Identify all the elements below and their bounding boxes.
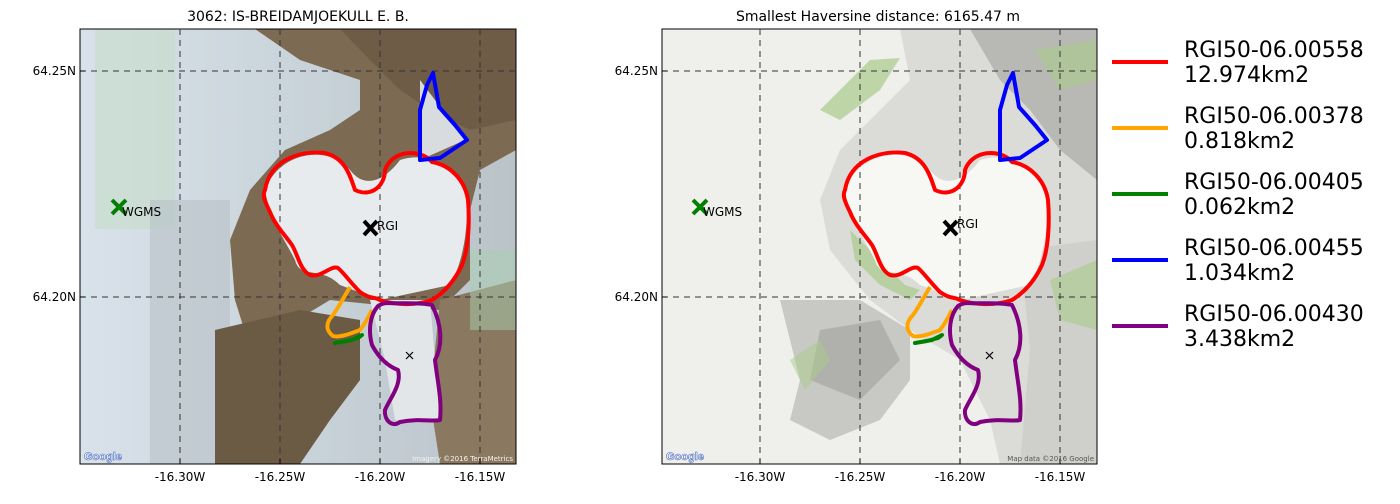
legend-item: RGI50-06.00378 0.818km2: [1100, 96, 1400, 160]
outline-rgi50-06-00558: [261, 150, 471, 307]
x-tick-label: -16.15W: [455, 470, 506, 484]
outline-rgi50-06-00378: [325, 285, 374, 339]
right-map-title: Smallest Haversine distance: 6165.47 m: [736, 9, 1020, 25]
legend-area: 1.034km2: [1184, 261, 1296, 286]
legend-id: RGI50-06.00455: [1184, 236, 1364, 261]
outline-rgi50-06-00455: [418, 71, 469, 162]
rgi-marker: RGI: [942, 217, 978, 237]
legend-id: RGI50-06.00378: [1184, 104, 1364, 129]
legend-item: RGI50-06.00430 3.438km2: [1100, 294, 1400, 358]
legend-swatch: [1112, 126, 1168, 130]
legend-text: RGI50-06.00455 1.034km2: [1184, 236, 1364, 286]
left-tick-marks: [80, 70, 481, 464]
small-cross-icon: [405, 351, 414, 360]
left-map-gridlines: [80, 29, 516, 464]
wgms-marker: WGMS: [110, 198, 161, 219]
legend-text: RGI50-06.00430 3.438km2: [1184, 302, 1364, 352]
legend-id: RGI50-06.00430: [1184, 302, 1364, 327]
satellite-map-svg: 3062: IS-BREIDAMJOEKULL E. B.: [33, 9, 517, 484]
outline-rgi50-06-00455: [998, 71, 1049, 162]
left-glacier-outlines: [261, 71, 471, 427]
legend-text: RGI50-06.00558 12.974km2: [1184, 38, 1364, 88]
cross-marker-icon: [691, 198, 709, 216]
y-tick-label: 64.25N: [33, 64, 76, 78]
satellite-map-panel: 3062: IS-BREIDAMJOEKULL E. B.: [0, 0, 560, 500]
x-tick-label: -16.30W: [735, 470, 786, 484]
legend-item: RGI50-06.00558 12.974km2: [1100, 30, 1400, 94]
rgi-marker: RGI: [362, 219, 398, 237]
x-tick-label: -16.30W: [155, 470, 206, 484]
legend-swatch: [1112, 324, 1168, 328]
outline-rgi50-06-00430: [948, 301, 1023, 427]
outline-rgi50-06-00430: [368, 301, 443, 427]
x-tick-label: -16.20W: [355, 470, 406, 484]
legend-text: RGI50-06.00378 0.818km2: [1184, 104, 1364, 154]
left-map-title: 3062: IS-BREIDAMJOEKULL E. B.: [187, 9, 409, 25]
x-tick-label: -16.25W: [255, 470, 306, 484]
left-map-frame: [79, 28, 517, 465]
outline-rgi50-06-00405: [913, 333, 944, 345]
outline-rgi50-06-00558: [841, 150, 1051, 307]
imagery-attribution: Imagery ©2016 TerraMetrics: [412, 455, 513, 463]
legend-id: RGI50-06.00405: [1184, 170, 1364, 195]
small-cross-icon: [985, 351, 994, 360]
legend-item: RGI50-06.00405 0.062km2: [1100, 162, 1400, 226]
right-map-frame: [661, 28, 1098, 465]
legend: RGI50-06.00558 12.974km2 RGI50-06.00378 …: [1100, 30, 1400, 370]
wgms-label: WGMS: [122, 205, 161, 219]
legend-item: RGI50-06.00455 1.034km2: [1100, 228, 1400, 292]
legend-area: 0.062km2: [1184, 195, 1296, 220]
x-tick-label: -16.20W: [935, 470, 986, 484]
y-tick-label: 64.20N: [33, 290, 76, 304]
outline-rgi50-06-00378: [905, 285, 954, 339]
legend-area: 12.974km2: [1184, 63, 1310, 88]
map-data-attribution: Map data ©2016 Google: [1007, 455, 1094, 463]
legend-text: RGI50-06.00405 0.062km2: [1184, 170, 1364, 220]
legend-swatch: [1112, 258, 1168, 262]
terrain-map-svg: Smallest Haversine distance: 6165.47 m: [615, 9, 1098, 484]
satellite-imagery: [80, 29, 516, 464]
outline-rgi50-06-00405: [333, 333, 364, 345]
cross-marker-icon: [362, 219, 379, 237]
rgi-label: RGI: [377, 219, 398, 233]
legend-swatch: [1112, 60, 1168, 64]
y-tick-label: 64.25N: [615, 64, 658, 78]
legend-area: 3.438km2: [1184, 327, 1296, 352]
legend-id: RGI50-06.00558: [1184, 38, 1364, 63]
right-tick-marks: [662, 70, 1061, 464]
terrain-basemap: [662, 29, 1097, 464]
google-logo-icon: Google: [84, 451, 122, 463]
wgms-marker: WGMS: [691, 198, 742, 219]
y-tick-label: 64.20N: [615, 290, 658, 304]
x-tick-label: -16.15W: [1035, 470, 1086, 484]
google-logo-icon: Google: [666, 451, 704, 463]
x-tick-label: -16.25W: [835, 470, 886, 484]
cross-marker-icon: [942, 219, 959, 237]
right-glacier-outlines: [841, 71, 1051, 427]
terrain-map-panel: Smallest Haversine distance: 6165.47 m: [580, 0, 1140, 500]
rgi-label: RGI: [957, 217, 978, 231]
legend-area: 0.818km2: [1184, 129, 1296, 154]
wgms-label: WGMS: [703, 205, 742, 219]
legend-swatch: [1112, 192, 1168, 196]
cross-marker-icon: [110, 198, 128, 216]
